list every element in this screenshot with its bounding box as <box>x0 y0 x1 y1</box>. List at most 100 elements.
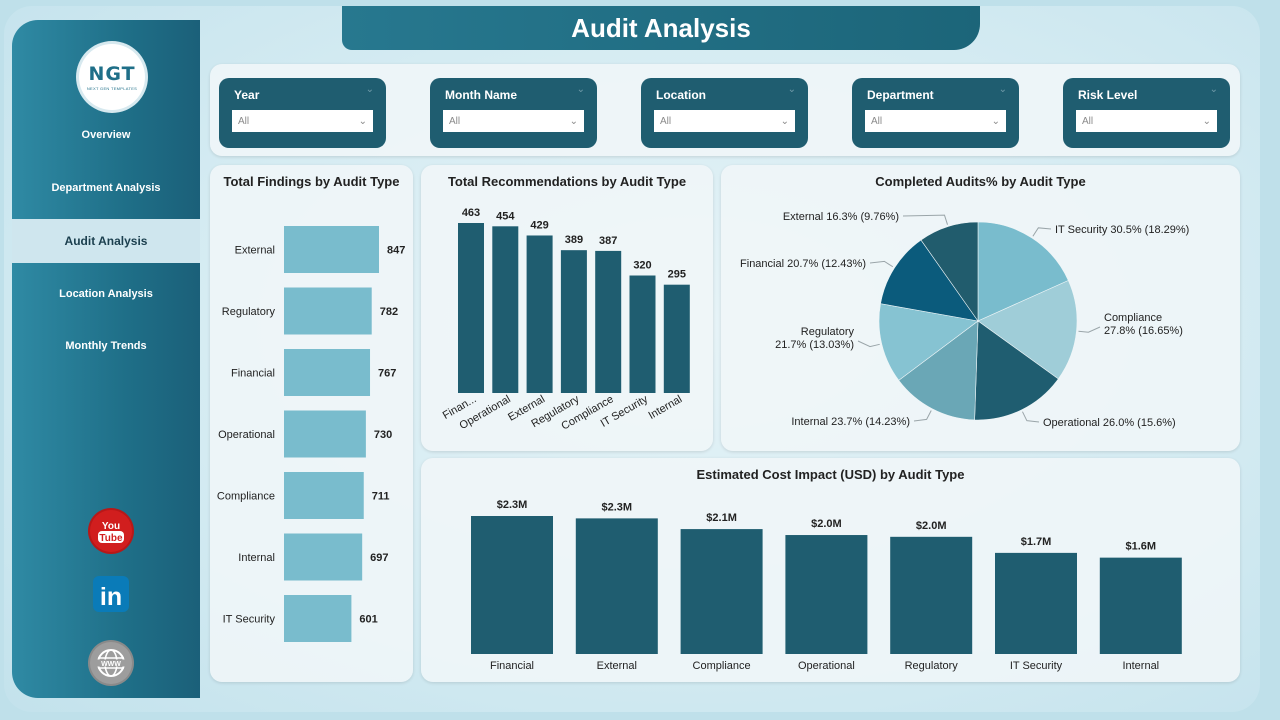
chevron-down-icon[interactable]: ⌄ <box>365 84 374 95</box>
year-select[interactable]: All ⌄ <box>232 110 373 132</box>
filter-value: All <box>238 115 250 127</box>
data-label: 387 <box>599 235 617 247</box>
data-label: $2.3M <box>497 499 528 511</box>
linkedin-icon[interactable]: in <box>90 573 132 615</box>
risk-level-select[interactable]: All ⌄ <box>1076 110 1217 132</box>
bar-finan[interactable] <box>458 223 484 393</box>
leader-line <box>1022 411 1040 423</box>
bar-regulatory[interactable] <box>560 250 587 393</box>
bar-it-security[interactable] <box>284 595 352 642</box>
location-select[interactable]: All ⌄ <box>654 110 795 132</box>
bar-compliance[interactable] <box>680 529 763 654</box>
chevron-down-icon: ⌄ <box>569 115 578 127</box>
category-label: External <box>235 245 275 257</box>
bar-internal[interactable] <box>663 284 690 393</box>
data-label: 295 <box>668 269 686 281</box>
data-label: 463 <box>462 207 480 219</box>
data-label: 711 <box>372 491 390 503</box>
filter-value: All <box>660 115 672 127</box>
category-label: Compliance <box>693 660 751 672</box>
category-label: Financial <box>490 660 534 672</box>
bar-financial[interactable] <box>471 516 553 654</box>
bar-compliance[interactable] <box>284 472 364 519</box>
chevron-down-icon: ⌄ <box>358 115 367 127</box>
bar-external[interactable] <box>526 235 553 393</box>
bar-regulatory[interactable] <box>890 536 973 654</box>
sidebar: NGT NEXT GEN TEMPLATES Overview Departme… <box>12 20 200 698</box>
recommendations-chart: 463Finan...454Operational429External389R… <box>441 207 690 433</box>
slice-operational[interactable] <box>974 320 1059 421</box>
bar-operational[interactable] <box>492 226 519 393</box>
data-label: $2.1M <box>706 512 737 524</box>
category-label: Internal <box>647 393 685 422</box>
category-label: Operational <box>218 429 275 441</box>
sidebar-item-overview[interactable]: Overview <box>12 113 200 157</box>
filter-value: All <box>449 115 461 127</box>
sidebar-item-audit-analysis[interactable]: Audit Analysis <box>12 219 200 263</box>
chevron-down-icon[interactable]: ⌄ <box>787 84 796 95</box>
slice-label: Operational 26.0% (15.6%) <box>1043 417 1176 429</box>
chevron-down-icon: ⌄ <box>1202 115 1211 127</box>
bar-internal[interactable] <box>1099 557 1182 654</box>
sidebar-item-label: Department Analysis <box>51 182 161 194</box>
filter-year: Year ⌄ All ⌄ <box>219 78 386 148</box>
bar-external[interactable] <box>575 518 658 654</box>
filter-label: Risk Level <box>1078 88 1138 102</box>
chart-title: Total Findings by Audit Type <box>223 174 400 189</box>
slice-label: Internal 23.7% (14.23%) <box>791 416 910 428</box>
filter-label: Year <box>234 88 260 102</box>
bar-compliance[interactable] <box>595 250 622 393</box>
slice-external[interactable] <box>920 221 979 322</box>
globe-icon[interactable]: WWW <box>90 642 132 684</box>
slice-regulatory[interactable] <box>878 303 979 381</box>
slice-label: Regulatory <box>801 326 855 338</box>
bar-it-security[interactable] <box>629 275 656 393</box>
recommendations-chart-panel: Total Recommendations by Audit Type 463 F… <box>421 165 713 451</box>
bar-internal[interactable] <box>284 533 363 581</box>
chevron-down-icon[interactable]: ⌄ <box>576 84 585 95</box>
svg-text:in: in <box>100 583 122 611</box>
bar-external[interactable] <box>284 226 379 273</box>
chart-title: Estimated Cost Impact (USD) by Audit Typ… <box>696 467 965 482</box>
youtube-icon[interactable]: You Tube <box>90 510 132 552</box>
slice-label: 21.7% (13.03%) <box>775 339 854 351</box>
svg-text:WWW: WWW <box>101 661 121 668</box>
slice-it-security[interactable] <box>977 221 1069 322</box>
filter-value: All <box>1082 115 1094 127</box>
sidebar-item-department-analysis[interactable]: Department Analysis <box>12 166 200 210</box>
leader-line <box>869 260 894 268</box>
slice-internal[interactable] <box>898 320 979 421</box>
slice-financial[interactable] <box>880 239 979 322</box>
filter-risk-level: Risk Level ⌄ All ⌄ <box>1063 78 1230 148</box>
slice-label: Financial 20.7% (12.43%) <box>740 258 866 270</box>
filter-month-name: Month Name ⌄ All ⌄ <box>430 78 597 148</box>
findings-chart: External 847 Regulatory 782 Financial 767 Oper… <box>217 226 405 642</box>
bar-operational[interactable] <box>785 535 868 654</box>
category-label: Financial <box>231 368 275 380</box>
bar-regulatory[interactable] <box>284 287 372 335</box>
month-name-select[interactable]: All ⌄ <box>443 110 584 132</box>
chevron-down-icon[interactable]: ⌄ <box>1209 84 1218 95</box>
sidebar-item-location-analysis[interactable]: Location Analysis <box>12 272 200 316</box>
chevron-down-icon: ⌄ <box>780 115 789 127</box>
bar-financial[interactable] <box>284 349 371 396</box>
sidebar-item-label: Monthly Trends <box>65 340 147 352</box>
bar-operational[interactable] <box>284 410 366 458</box>
completed-audits-chart: IT Security 30.5% (18.29%) Compliance27.8… <box>740 211 1189 429</box>
sidebar-item-monthly-trends[interactable]: Monthly Trends <box>12 324 200 368</box>
logo-tagline: NEXT GEN TEMPLATES <box>86 86 138 91</box>
data-label: 767 <box>378 368 396 380</box>
leader-line <box>902 214 948 225</box>
data-label: $2.0M <box>916 520 947 532</box>
bar-it-security[interactable] <box>995 552 1077 654</box>
chart-title: Total Recommendations by Audit Type <box>447 174 687 189</box>
department-select[interactable]: All ⌄ <box>865 110 1006 132</box>
category-label: Operational <box>798 660 855 672</box>
chevron-down-icon[interactable]: ⌄ <box>998 84 1007 95</box>
youtube-you-text: You <box>102 521 120 532</box>
page-title: Audit Analysis <box>342 6 980 50</box>
youtube-tube-text: Tube <box>99 533 123 544</box>
data-label: 730 <box>374 429 392 441</box>
slice-compliance[interactable] <box>977 280 1078 380</box>
logo-text: NGT <box>88 63 136 85</box>
